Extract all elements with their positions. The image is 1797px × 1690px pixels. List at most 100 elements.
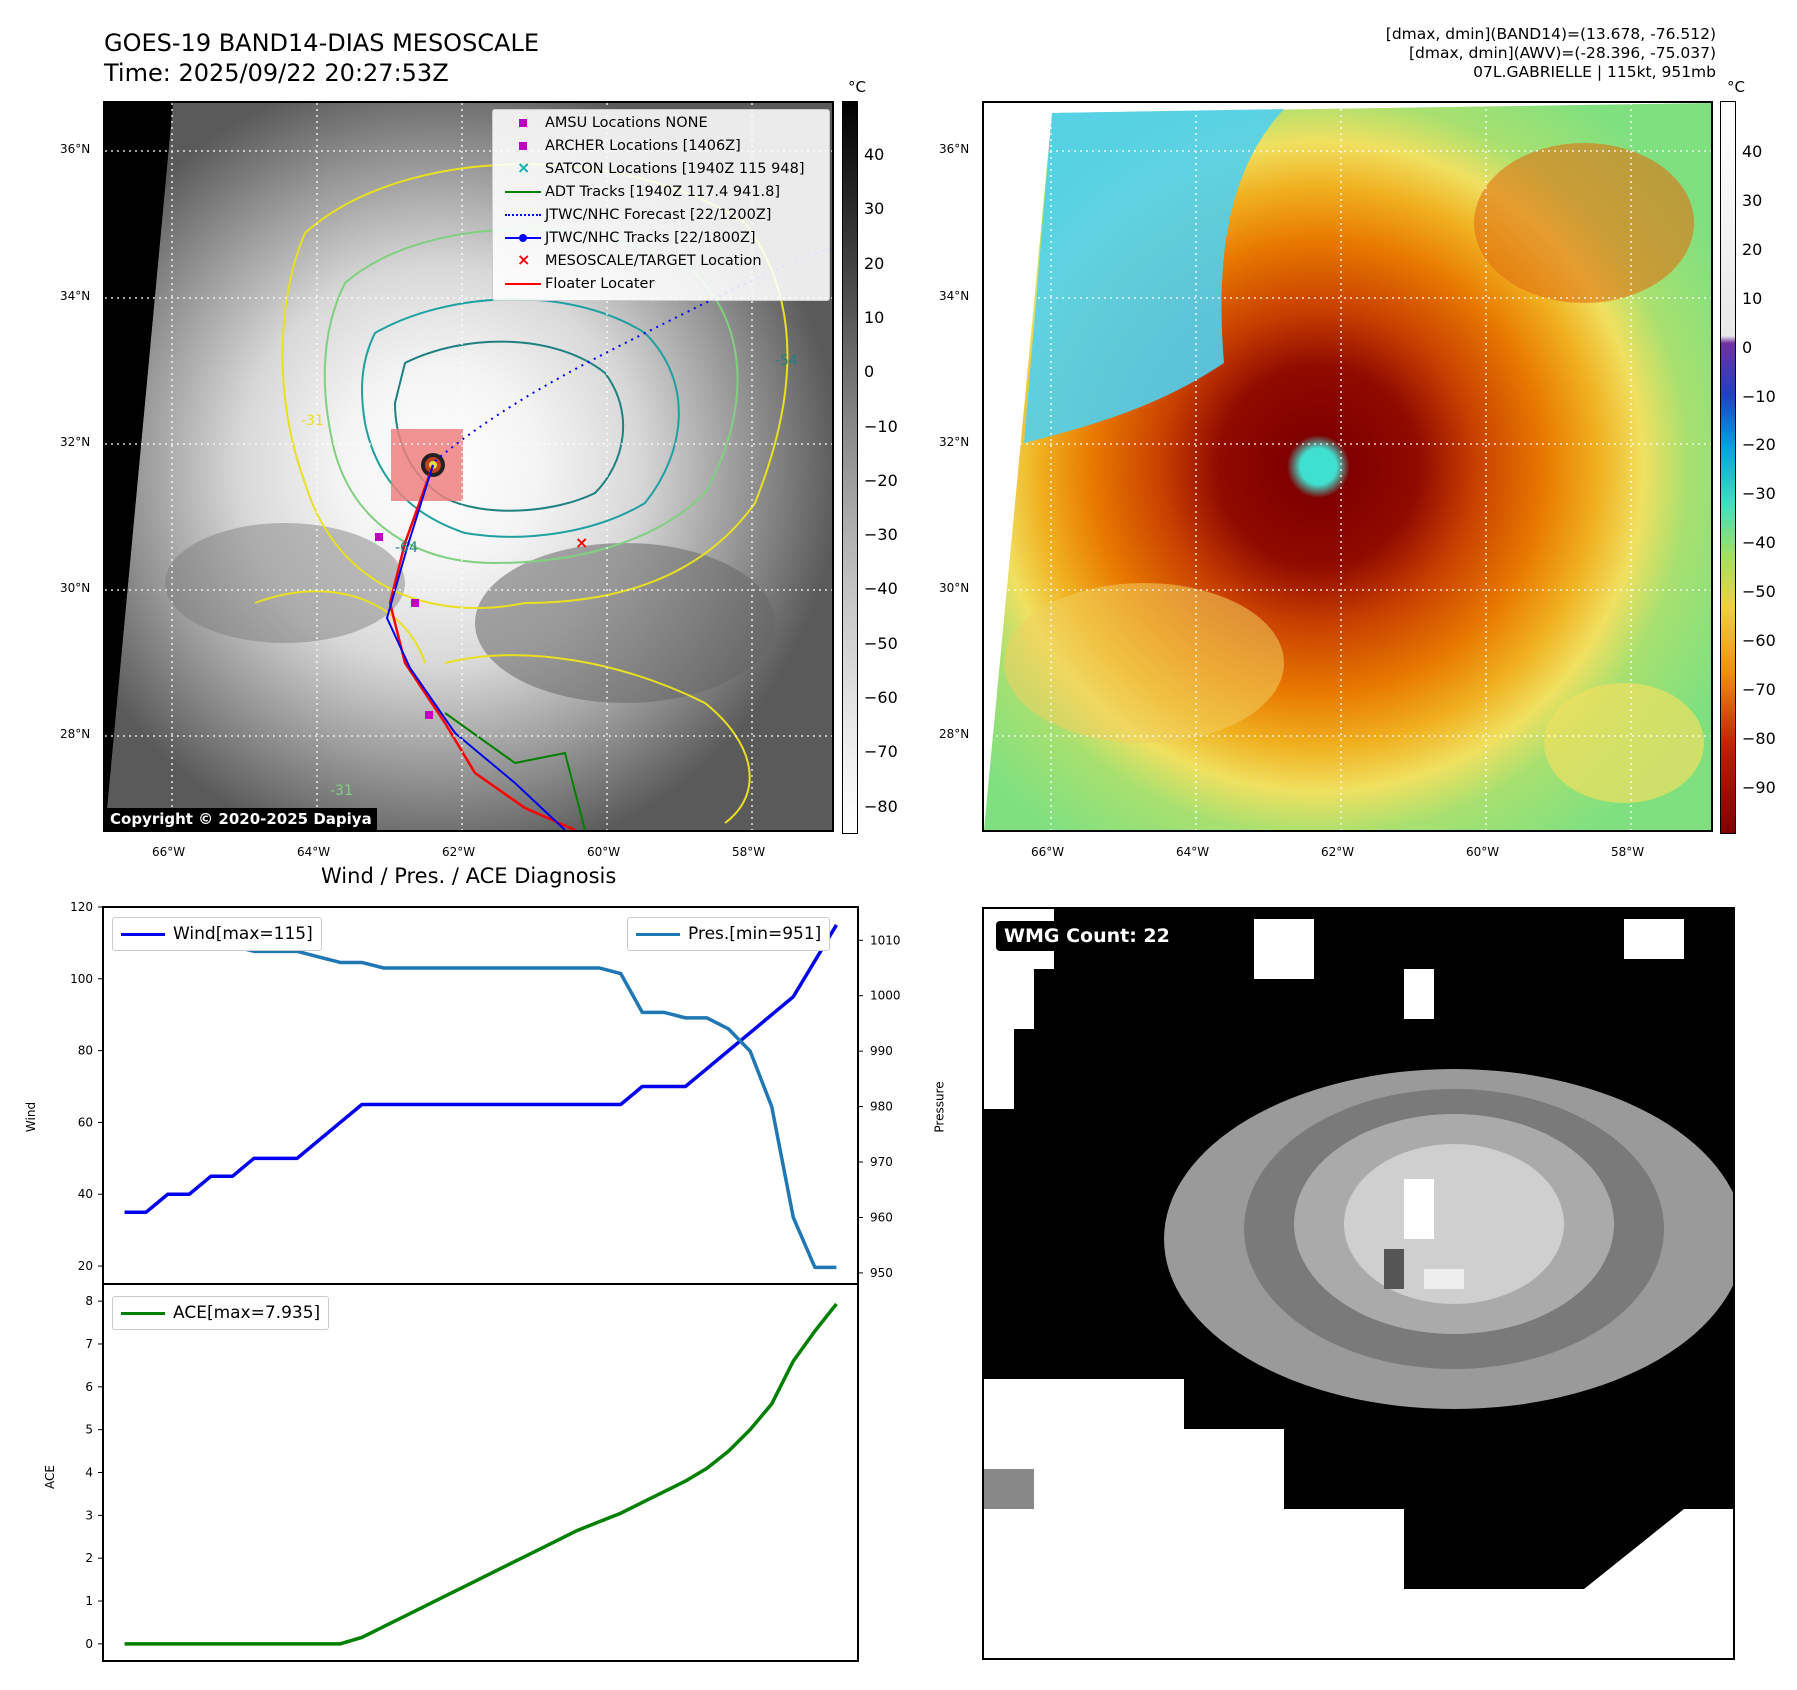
square-marker-icon	[501, 135, 545, 157]
y-tick-label: 8	[85, 1294, 93, 1308]
y-tick-label: 20	[78, 1259, 93, 1273]
contour-label: -64	[395, 540, 418, 556]
colorbar-tick-label: 10	[1742, 288, 1763, 308]
colorbar-tick-label: −40	[864, 579, 898, 599]
colorbar-tick-label: −60	[1742, 631, 1776, 650]
y-tick-label: 1	[85, 1594, 93, 1608]
ace-axis-label: ACE	[42, 1465, 57, 1489]
figure-time: Time: 2025/09/22 20:27:53Z	[104, 59, 449, 87]
y-tick-label: 100	[70, 972, 93, 986]
lat-label: 28°N	[939, 727, 970, 741]
lat-label: 34°N	[60, 289, 91, 303]
lat-label: 30°N	[939, 581, 970, 595]
wmg-imagery	[984, 909, 1733, 1658]
map-legend: AMSU Locations NONE ARCHER Locations [14…	[492, 109, 830, 301]
lon-label: 58°W	[732, 845, 766, 859]
left-colorbar	[842, 101, 858, 834]
wind-axis-label: Wind	[24, 1101, 39, 1133]
color-ir-map-panel	[982, 101, 1713, 832]
y-tick-label: 7	[85, 1337, 93, 1351]
colorbar-tick-label: 30	[1742, 190, 1763, 210]
legend-item: AMSU Locations NONE	[501, 112, 708, 134]
pressure-legend: Pres.[min=951]	[627, 917, 831, 951]
lat-label: 36°N	[939, 142, 970, 156]
colorbar-tick-label: −70	[1742, 679, 1776, 699]
line-marker-icon	[121, 932, 165, 936]
wind-pressure-plot-frame	[102, 906, 859, 1285]
y-tick-label: 80	[78, 1044, 93, 1058]
colorbar-tick-label: −10	[1742, 386, 1776, 406]
colorbar-tick-label: −80	[1742, 728, 1776, 748]
colorbar-tick-label: −40	[1742, 533, 1776, 553]
y-tick-label: 6	[85, 1380, 93, 1394]
ace-legend: ACE[max=7.935]	[112, 1296, 330, 1330]
wmg-count-badge: WMG Count: 22	[996, 921, 1178, 951]
wind-legend: Wind[max=115]	[112, 917, 322, 951]
lat-label: 32°N	[939, 435, 970, 449]
y-tick-label: 0	[85, 1637, 93, 1651]
colorbar-tick-label: −70	[864, 742, 898, 762]
x-marker-icon: ×	[517, 250, 531, 269]
awv-range-info: [dmax, dmin](AWV)=(-28.396, -75.037)	[1409, 44, 1716, 62]
right-colorbar	[1720, 101, 1736, 834]
legend-item: JTWC/NHC Tracks [22/1800Z]	[501, 227, 756, 249]
y-tick-label: 5	[85, 1423, 93, 1437]
copyright-label: Copyright © 2020-2025 Dapiya	[105, 808, 377, 830]
y2-tick-label: 970	[870, 1155, 893, 1169]
line-marker-icon	[636, 932, 680, 936]
square-marker-icon	[501, 112, 545, 134]
colorbar-unit: °C	[848, 78, 866, 96]
lon-label: 60°W	[587, 845, 621, 859]
pressure-series-line	[124, 927, 837, 1270]
y-tick-label: 4	[85, 1466, 93, 1480]
ace-plot-frame	[102, 1283, 859, 1662]
colorbar-tick-label: −50	[1742, 582, 1776, 602]
colorbar-tick-label: −30	[1742, 484, 1776, 504]
lon-label: 62°W	[1321, 845, 1355, 859]
colorbar-tick-label: −50	[864, 633, 898, 653]
y2-tick-label: 950	[870, 1266, 893, 1280]
colorbar-tick-label: 20	[864, 253, 885, 273]
storm-info: 07L.GABRIELLE | 115kt, 951mb	[1473, 63, 1716, 81]
lon-label: 66°W	[152, 845, 186, 859]
line-marker-icon	[121, 1311, 165, 1315]
band14-range-info: [dmax, dmin](BAND14)=(13.678, -76.512)	[1385, 25, 1716, 43]
colorbar-unit: °C	[1727, 78, 1745, 96]
ir-map-panel: × -64 -54 -31 -31 AMSU Locations NONE	[103, 101, 834, 832]
colorbar-tick-label: 30	[864, 199, 885, 219]
lat-label: 30°N	[60, 581, 91, 595]
colorbar-tick-label: −80	[864, 796, 898, 816]
colorbar-tick-label: −30	[864, 525, 898, 545]
lon-label: 58°W	[1611, 845, 1645, 859]
line-marker-icon	[501, 181, 545, 203]
colorbar-tick-label: 0	[864, 362, 875, 382]
legend-item: ADT Tracks [1940Z 117.4 941.8]	[501, 181, 780, 203]
contour-label: -31	[330, 783, 353, 799]
y-tick-label: 60	[78, 1115, 93, 1129]
colorbar-tick-label: 20	[1742, 239, 1763, 259]
lon-label: 60°W	[1466, 845, 1500, 859]
legend-item: × MESOSCALE/TARGET Location	[501, 250, 762, 272]
ace-series-line	[124, 1302, 838, 1646]
wind-series-line	[124, 924, 838, 1214]
y-tick-label: 3	[85, 1508, 93, 1522]
legend-item: ARCHER Locations [1406Z]	[501, 135, 741, 157]
lon-label: 64°W	[297, 845, 331, 859]
legend-item: × SATCON Locations [1940Z 115 948]	[501, 158, 804, 180]
svg-text:×: ×	[575, 533, 588, 552]
lon-label: 66°W	[1031, 845, 1065, 859]
dotted-line-icon	[501, 204, 545, 226]
colorbar-tick-label: 40	[864, 145, 885, 164]
y-tick-label: 40	[78, 1187, 93, 1201]
colorbar-tick-label: 40	[1742, 142, 1763, 161]
figure-title: GOES-19 BAND14-DIAS MESOSCALE	[104, 29, 540, 57]
y2-tick-label: 990	[870, 1044, 893, 1058]
lat-label: 34°N	[939, 289, 970, 303]
legend-item: Floater Locater	[501, 273, 654, 295]
colorbar-tick-label: −60	[864, 688, 898, 707]
wmg-panel: WMG Count: 22	[982, 907, 1735, 1660]
line-marker-icon	[501, 273, 545, 295]
y-tick-label: 120	[70, 900, 93, 914]
colorbar-tick-label: −20	[864, 470, 898, 490]
